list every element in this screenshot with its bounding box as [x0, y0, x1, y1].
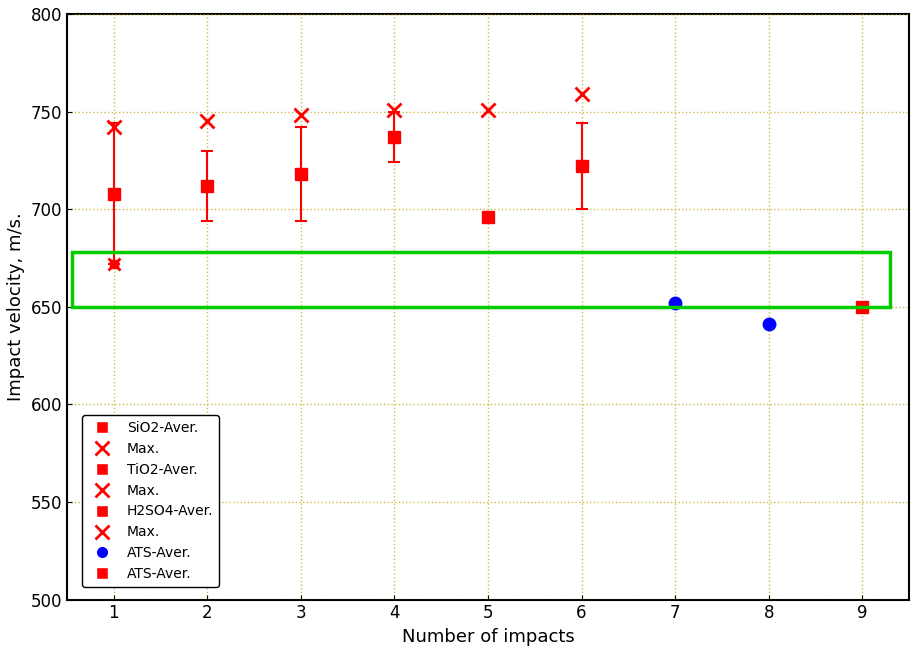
Bar — [71, 252, 890, 307]
Legend: SiO2-Aver., Max., TiO2-Aver., Max., H2SO4-Aver., Max., ATS-Aver., ATS-Aver.: SiO2-Aver., Max., TiO2-Aver., Max., H2SO… — [82, 415, 219, 587]
Y-axis label: Impact velocity, m/s.: Impact velocity, m/s. — [7, 212, 25, 401]
X-axis label: Number of impacts: Number of impacts — [401, 628, 574, 646]
